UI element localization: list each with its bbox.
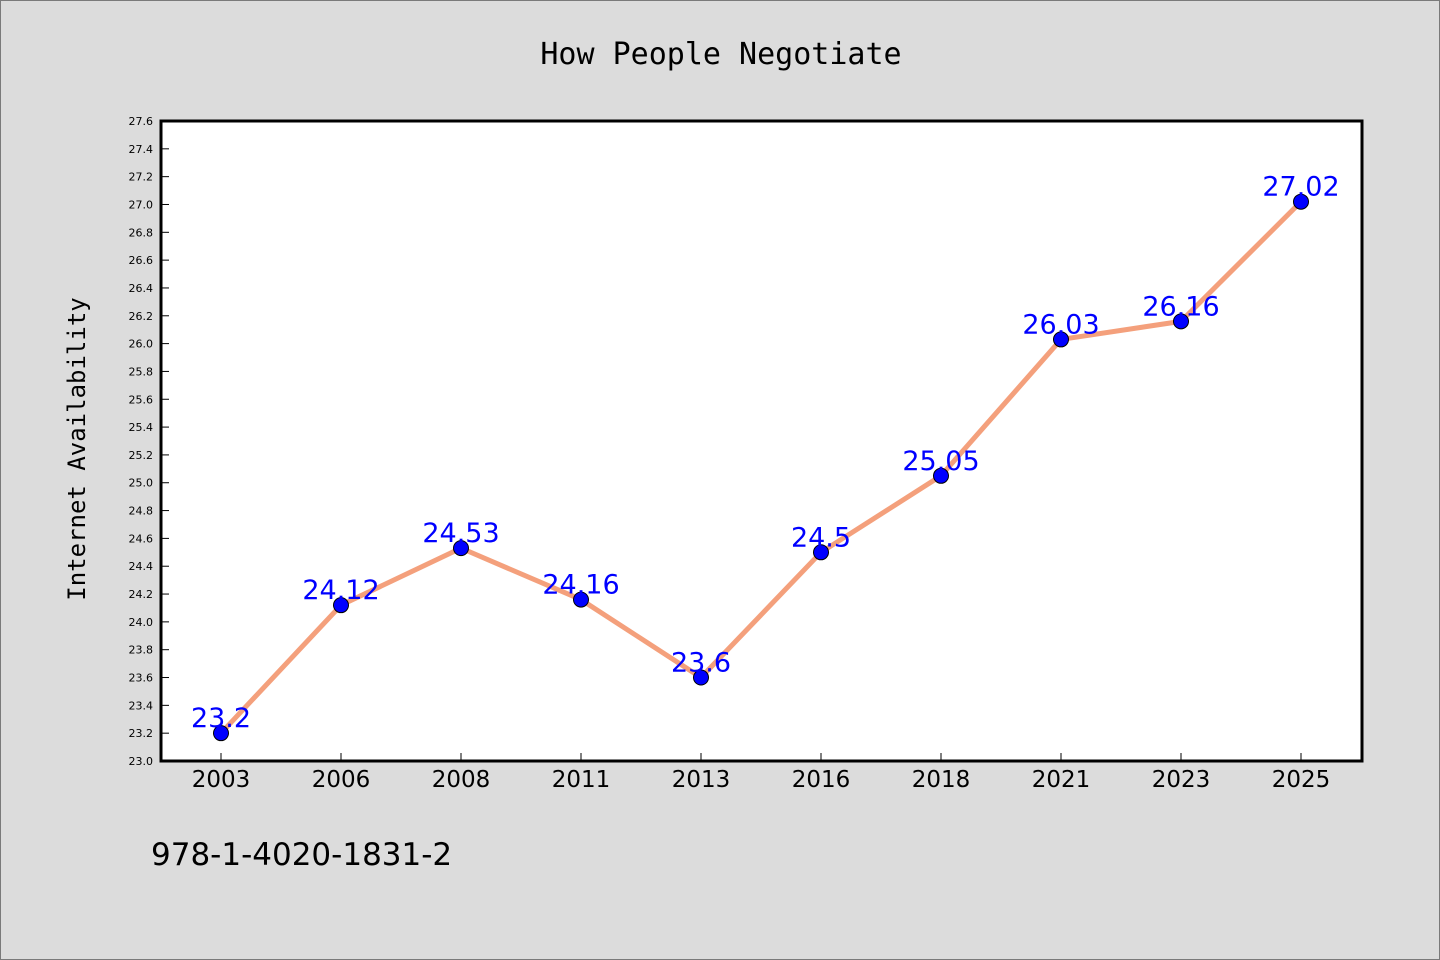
y-tick-label: 27.4 — [129, 143, 154, 156]
data-series: 23.2 24.12 24.53 24.16 23.6 24.5 25.05 26.03 26.… — [191, 172, 1340, 742]
x-tick-label: 2016 — [792, 767, 851, 793]
data-point — [1293, 193, 1309, 210]
data-label: 27.02 — [1262, 172, 1339, 203]
data-label: 25.05 — [902, 446, 979, 477]
data-label: 26.03 — [1022, 309, 1099, 340]
y-axis-ticks: 23.0 23.2 23.4 23.6 23.8 24.0 24.2 24.4 24.6 24.8… — [129, 115, 169, 768]
x-tick-label: 2006 — [312, 767, 371, 793]
data-label: 23.2 — [191, 703, 251, 734]
y-tick-label: 25.6 — [129, 393, 154, 406]
data-point — [333, 597, 349, 614]
data-label: 26.16 — [1142, 291, 1219, 322]
footer-code: 978-1-4020-1831-2 — [151, 837, 452, 873]
data-point — [213, 725, 229, 742]
y-tick-label: 25.4 — [129, 421, 154, 434]
y-tick-label: 23.0 — [129, 755, 154, 768]
data-point — [1173, 313, 1189, 330]
y-tick-label: 26.6 — [129, 254, 154, 267]
data-label: 24.16 — [542, 570, 619, 601]
y-tick-label: 27.0 — [129, 198, 154, 211]
x-tick-label: 2018 — [912, 767, 971, 793]
x-tick-label: 2025 — [1272, 767, 1331, 793]
y-tick-label: 27.2 — [129, 171, 154, 184]
plot-area — [161, 121, 1362, 761]
y-tick-label: 23.6 — [129, 672, 154, 685]
y-tick-label: 24.6 — [129, 532, 154, 545]
data-point — [1053, 331, 1069, 348]
plot-frame — [159, 119, 1364, 763]
y-tick-label: 24.8 — [129, 505, 154, 518]
data-label: 24.5 — [791, 522, 851, 553]
x-tick-label: 2003 — [192, 767, 251, 793]
series-line — [218, 199, 1304, 736]
y-axis-label: Internet Availability — [63, 297, 91, 600]
y-tick-label: 24.2 — [129, 588, 154, 601]
x-tick-label: 2013 — [672, 767, 731, 793]
data-point — [573, 591, 589, 608]
y-tick-label: 23.8 — [129, 644, 154, 657]
data-point — [693, 669, 709, 686]
y-tick-label: 25.0 — [129, 477, 154, 490]
y-tick-label: 23.2 — [129, 727, 154, 740]
y-tick-label: 26.8 — [129, 226, 154, 239]
chart-title: How People Negotiate — [540, 37, 901, 72]
y-tick-label: 25.8 — [129, 365, 154, 378]
data-point — [933, 467, 949, 484]
x-tick-label: 2023 — [1152, 767, 1211, 793]
y-tick-label: 23.4 — [129, 699, 154, 712]
y-tick-label: 27.6 — [129, 115, 154, 128]
y-tick-label: 25.2 — [129, 449, 154, 462]
data-label: 23.6 — [671, 648, 731, 679]
data-label: 24.53 — [422, 518, 499, 549]
y-tick-label: 26.4 — [129, 282, 154, 295]
x-tick-label: 2021 — [1032, 767, 1091, 793]
x-tick-label: 2011 — [552, 767, 611, 793]
y-tick-label: 26.0 — [129, 338, 154, 351]
y-tick-label: 24.0 — [129, 616, 154, 629]
x-axis-ticks: 2003 2006 2008 2011 2013 2016 2018 2021 2023 2025 — [192, 753, 1331, 793]
data-point — [813, 544, 829, 561]
x-tick-label: 2008 — [432, 767, 491, 793]
y-tick-label: 26.2 — [129, 310, 154, 323]
y-tick-label: 24.4 — [129, 560, 154, 573]
data-point — [453, 540, 469, 557]
data-label: 24.12 — [302, 575, 379, 606]
